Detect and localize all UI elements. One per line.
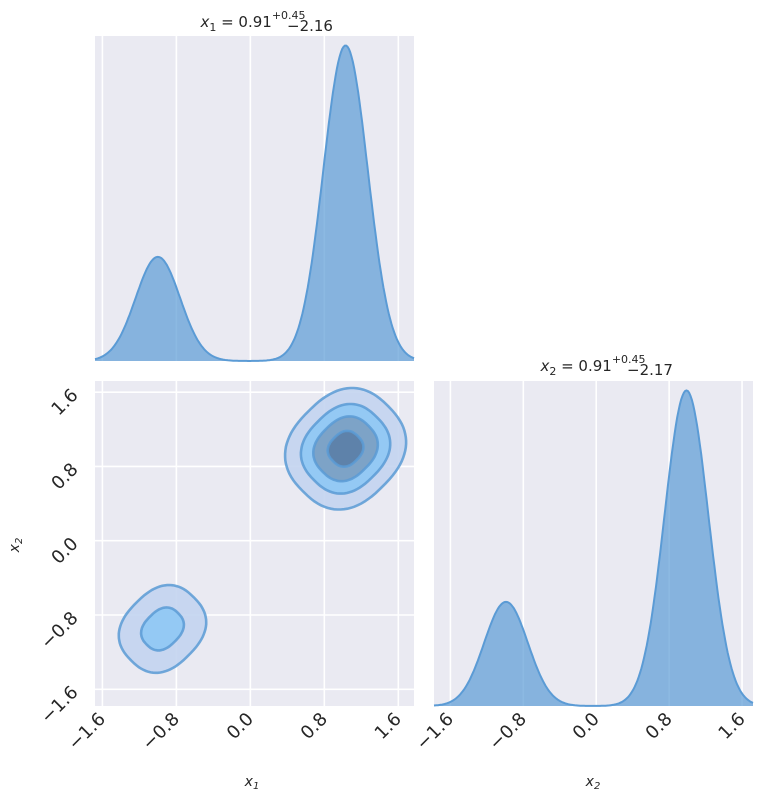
x-tick-label: −1.6 xyxy=(64,709,110,755)
x-tick-label: 0.8 xyxy=(642,709,677,744)
x-tick-label: −0.8 xyxy=(485,709,531,755)
x-tick-label: 0.8 xyxy=(297,709,332,744)
density-line xyxy=(94,44,415,362)
x-tick-label: 0.0 xyxy=(223,709,258,744)
x-tick-label: 1.6 xyxy=(714,709,749,744)
x2-x-axis-label: x2 xyxy=(585,774,601,792)
x-tick-label: 0.0 xyxy=(569,709,604,744)
x1-marginal-title-minus: −2.16 xyxy=(287,17,333,35)
x1-marginal-panel xyxy=(94,36,415,362)
y-tick-label: 0.8 xyxy=(47,459,82,494)
y-tick-label: −0.8 xyxy=(37,608,83,654)
x1-marginal-title: x1 = 0.91+0.45 xyxy=(199,9,305,34)
y-tick-label: 0.0 xyxy=(47,533,82,568)
y-tick-label: 1.6 xyxy=(47,385,82,420)
x-tick-label: −0.8 xyxy=(138,709,184,755)
contour-level-2 xyxy=(139,606,186,652)
density-area xyxy=(95,45,414,361)
x2-marginal-title-minus: −2.17 xyxy=(627,361,673,379)
joint-x-axis-label: x1 xyxy=(244,774,260,792)
density-area xyxy=(434,390,753,706)
x2-marginal-panel: −1.6 −0.8 0.0 0.8 1.6 xyxy=(412,381,754,755)
y-tick-label: −1.6 xyxy=(37,682,83,728)
joint-y-axis-label: x2 xyxy=(7,538,25,554)
x2-marginal-title: x2 = 0.91+0.45 xyxy=(539,353,645,378)
x-tick-label: 1.6 xyxy=(371,709,406,744)
density-line xyxy=(433,389,754,707)
contour-level-4 xyxy=(326,429,365,468)
joint-contour-panel: −1.6 −0.8 0.0 0.8 1.6 −1.6 −0.8 0.0 0.8 1.6 xyxy=(37,381,414,754)
x-tick-label: −1.6 xyxy=(412,709,458,755)
